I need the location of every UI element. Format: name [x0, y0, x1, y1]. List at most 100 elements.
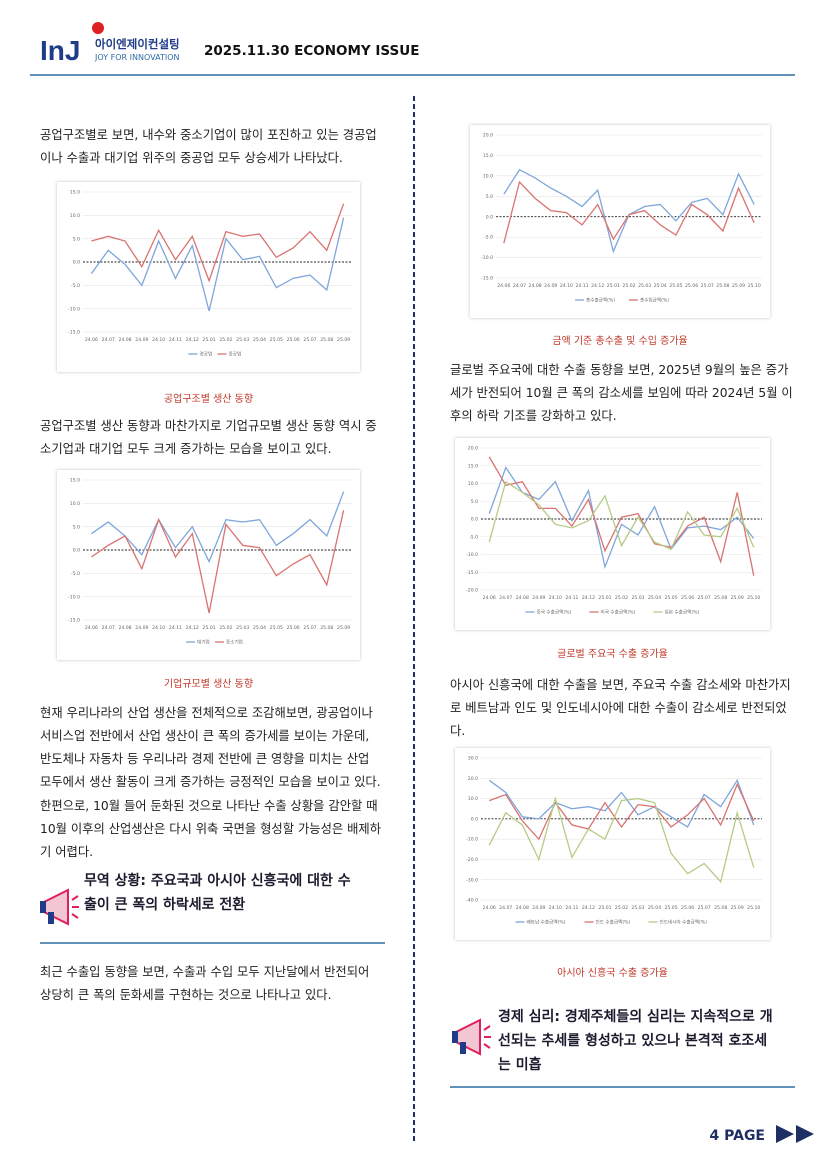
chart-caption: 기업규모별 생산 동향: [163, 679, 254, 690]
series-line: [91, 491, 345, 564]
paragraph-line: 후의 하락 기조를 강화하고 있다.: [450, 409, 617, 423]
x-tick-label: 25.03: [631, 905, 644, 911]
section-heading: 선되는 추세를 형성하고 있으나 본격적 호조세: [498, 1033, 768, 1049]
x-tick-label: 24.12: [591, 283, 604, 289]
paragraph-line: 서비스업 전반에서 산업 생산이 큰 폭의 증가세를 보이는 가운데,: [40, 729, 370, 743]
y-tick-label: 5.0: [471, 499, 478, 505]
x-tick-label: 24.07: [499, 905, 512, 911]
paragraph-line: 기 어렵다.: [40, 845, 94, 859]
y-tick-label: 10.0: [483, 173, 493, 179]
y-tick-label: 5.0: [73, 236, 80, 242]
x-tick-label: 25.03: [631, 595, 644, 601]
paragraph-line: 이나 수출과 대기업 위주의 중공업 모두 상승세가 나타났다.: [40, 151, 343, 165]
tagline: JOY FOR INNOVATION: [94, 53, 179, 62]
series-line: [90, 217, 345, 312]
x-tick-label: 25.08: [716, 283, 729, 289]
y-tick-label: 10.0: [70, 213, 80, 219]
paragraph-line: 다.: [450, 724, 466, 738]
x-tick-label: 25.06: [681, 905, 694, 911]
y-tick-label: -15.0: [68, 330, 80, 336]
x-tick-label: 24.11: [565, 595, 578, 601]
x-tick-label: 25.04: [648, 905, 661, 911]
series-line: [488, 480, 755, 551]
legend-label: 미국 수출금액(%): [601, 609, 636, 616]
x-tick-label: 24.12: [186, 625, 199, 631]
legend-label: 중공업: [229, 351, 242, 358]
x-tick-label: 24.12: [186, 337, 199, 343]
chart: -40.0 -30.0 -20.0 -10.0 0.0 10.0 20.0 30.0 24.06…: [455, 748, 770, 940]
x-tick-label: 25.08: [714, 595, 727, 601]
series-line: [91, 203, 345, 283]
x-tick-label: 24.11: [575, 283, 588, 289]
x-tick-label: 25.02: [615, 595, 628, 601]
x-tick-label: 24.08: [118, 337, 131, 343]
y-tick-label: 10.0: [70, 501, 80, 507]
x-tick-label: 24.12: [582, 905, 595, 911]
x-tick-label: 24.08: [516, 905, 529, 911]
x-tick-label: 24.11: [169, 625, 182, 631]
x-tick-label: 25.06: [685, 283, 698, 289]
series-line: [488, 796, 755, 884]
series-line: [488, 778, 755, 828]
x-tick-label: 25.05: [270, 337, 283, 343]
legend-label: 중국 수출금액(%): [537, 609, 572, 616]
y-tick-label: 20.0: [483, 133, 493, 139]
y-tick-label: 0.0: [471, 517, 478, 523]
x-tick-label: 24.06: [483, 595, 496, 601]
section-heading: 경제 심리: 경제주체들의 심리는 지속적으로 개: [498, 1009, 773, 1025]
x-tick-label: 24.08: [516, 595, 529, 601]
x-tick-label: 25.10: [747, 595, 760, 601]
y-tick-label: 15.0: [70, 190, 80, 196]
chart: -15.0-10.0-5.00.05.010.015.020.024.06 24.…: [470, 125, 770, 318]
x-tick-label: 25.06: [287, 337, 300, 343]
paragraph-line: 공업구조별로 보면, 내수와 중소기업이 많이 포진하고 있는 경공업: [40, 128, 377, 142]
x-tick-label: 25.01: [203, 625, 216, 631]
x-tick-label: 24.10: [152, 337, 165, 343]
x-tick-label: 25.02: [615, 905, 628, 911]
paragraph-line: 현재 우리나라의 산업 생산을 전체적으로 조감해보면, 광공업이나: [40, 706, 373, 720]
x-tick-label: 25.02: [622, 283, 635, 289]
x-tick-label: 25.02: [219, 337, 232, 343]
series-line: [488, 466, 755, 570]
x-tick-label: 25.05: [665, 905, 678, 911]
y-tick-label: 10.0: [468, 481, 478, 487]
y-tick-label: -15.0: [68, 618, 80, 624]
y-tick-label: 20.0: [468, 446, 478, 452]
chart-caption: 금액 기준 총수출 및 수입 증가율: [552, 336, 688, 347]
x-tick-label: 24.11: [565, 905, 578, 911]
y-tick-label: -10.0: [466, 552, 478, 558]
legend-label: 베트남 수출금액(%): [527, 919, 566, 926]
paragraph-line: 소기업과 대기업 모두 크게 증가하는 모습을 보이고 있다.: [40, 442, 332, 456]
x-tick-label: 25.06: [681, 595, 694, 601]
x-tick-label: 25.07: [698, 595, 711, 601]
logo-mark: InJ: [40, 35, 80, 66]
y-tick-label: 0.0: [471, 816, 478, 822]
x-tick-label: 24.10: [152, 625, 165, 631]
paragraph-line: 세가 반전되어 10월 큰 폭의 감소세를 보임에 따라 2024년 5월 이: [450, 386, 793, 400]
x-tick-label: 24.06: [497, 283, 510, 289]
logo-dot: [92, 22, 104, 34]
page-number: 4 PAGE: [710, 1128, 765, 1144]
x-tick-label: 25.10: [748, 283, 761, 289]
section-heading: 무역 상황: 주요국과 아시아 신흥국에 대한 수: [84, 873, 351, 889]
y-tick-label: 0.0: [73, 548, 80, 554]
company-name: 아이엔제이컨설팅: [95, 37, 180, 51]
x-tick-label: 25.05: [270, 625, 283, 631]
x-tick-label: 25.09: [732, 283, 745, 289]
y-tick-label: -10.0: [68, 306, 80, 312]
paragraph-line: 최근 수출입 동향을 보면, 수출과 수입 모두 지난달에서 반전되어: [40, 965, 370, 979]
x-tick-label: 24.06: [85, 625, 98, 631]
y-tick-label: 15.0: [468, 463, 478, 469]
legend-label: 일본 수출금액(%): [665, 609, 700, 616]
y-tick-label: -10.0: [466, 837, 478, 843]
legend-label: 총수출금액(%): [586, 297, 615, 304]
megaphone-icon: [452, 1018, 491, 1056]
paragraph-line: 글로벌 주요국에 대한 수출 동향을 보면, 2025년 9월의 높은 증가: [450, 363, 789, 377]
x-tick-label: 25.10: [747, 905, 760, 911]
paragraph-line: 모두에서 생산 활동이 크게 증가하는 긍정적인 모습을 보이고 있다.: [40, 775, 381, 789]
x-tick-label: 24.09: [135, 625, 148, 631]
next-arrows: [776, 1125, 814, 1143]
series-line: [91, 510, 345, 614]
